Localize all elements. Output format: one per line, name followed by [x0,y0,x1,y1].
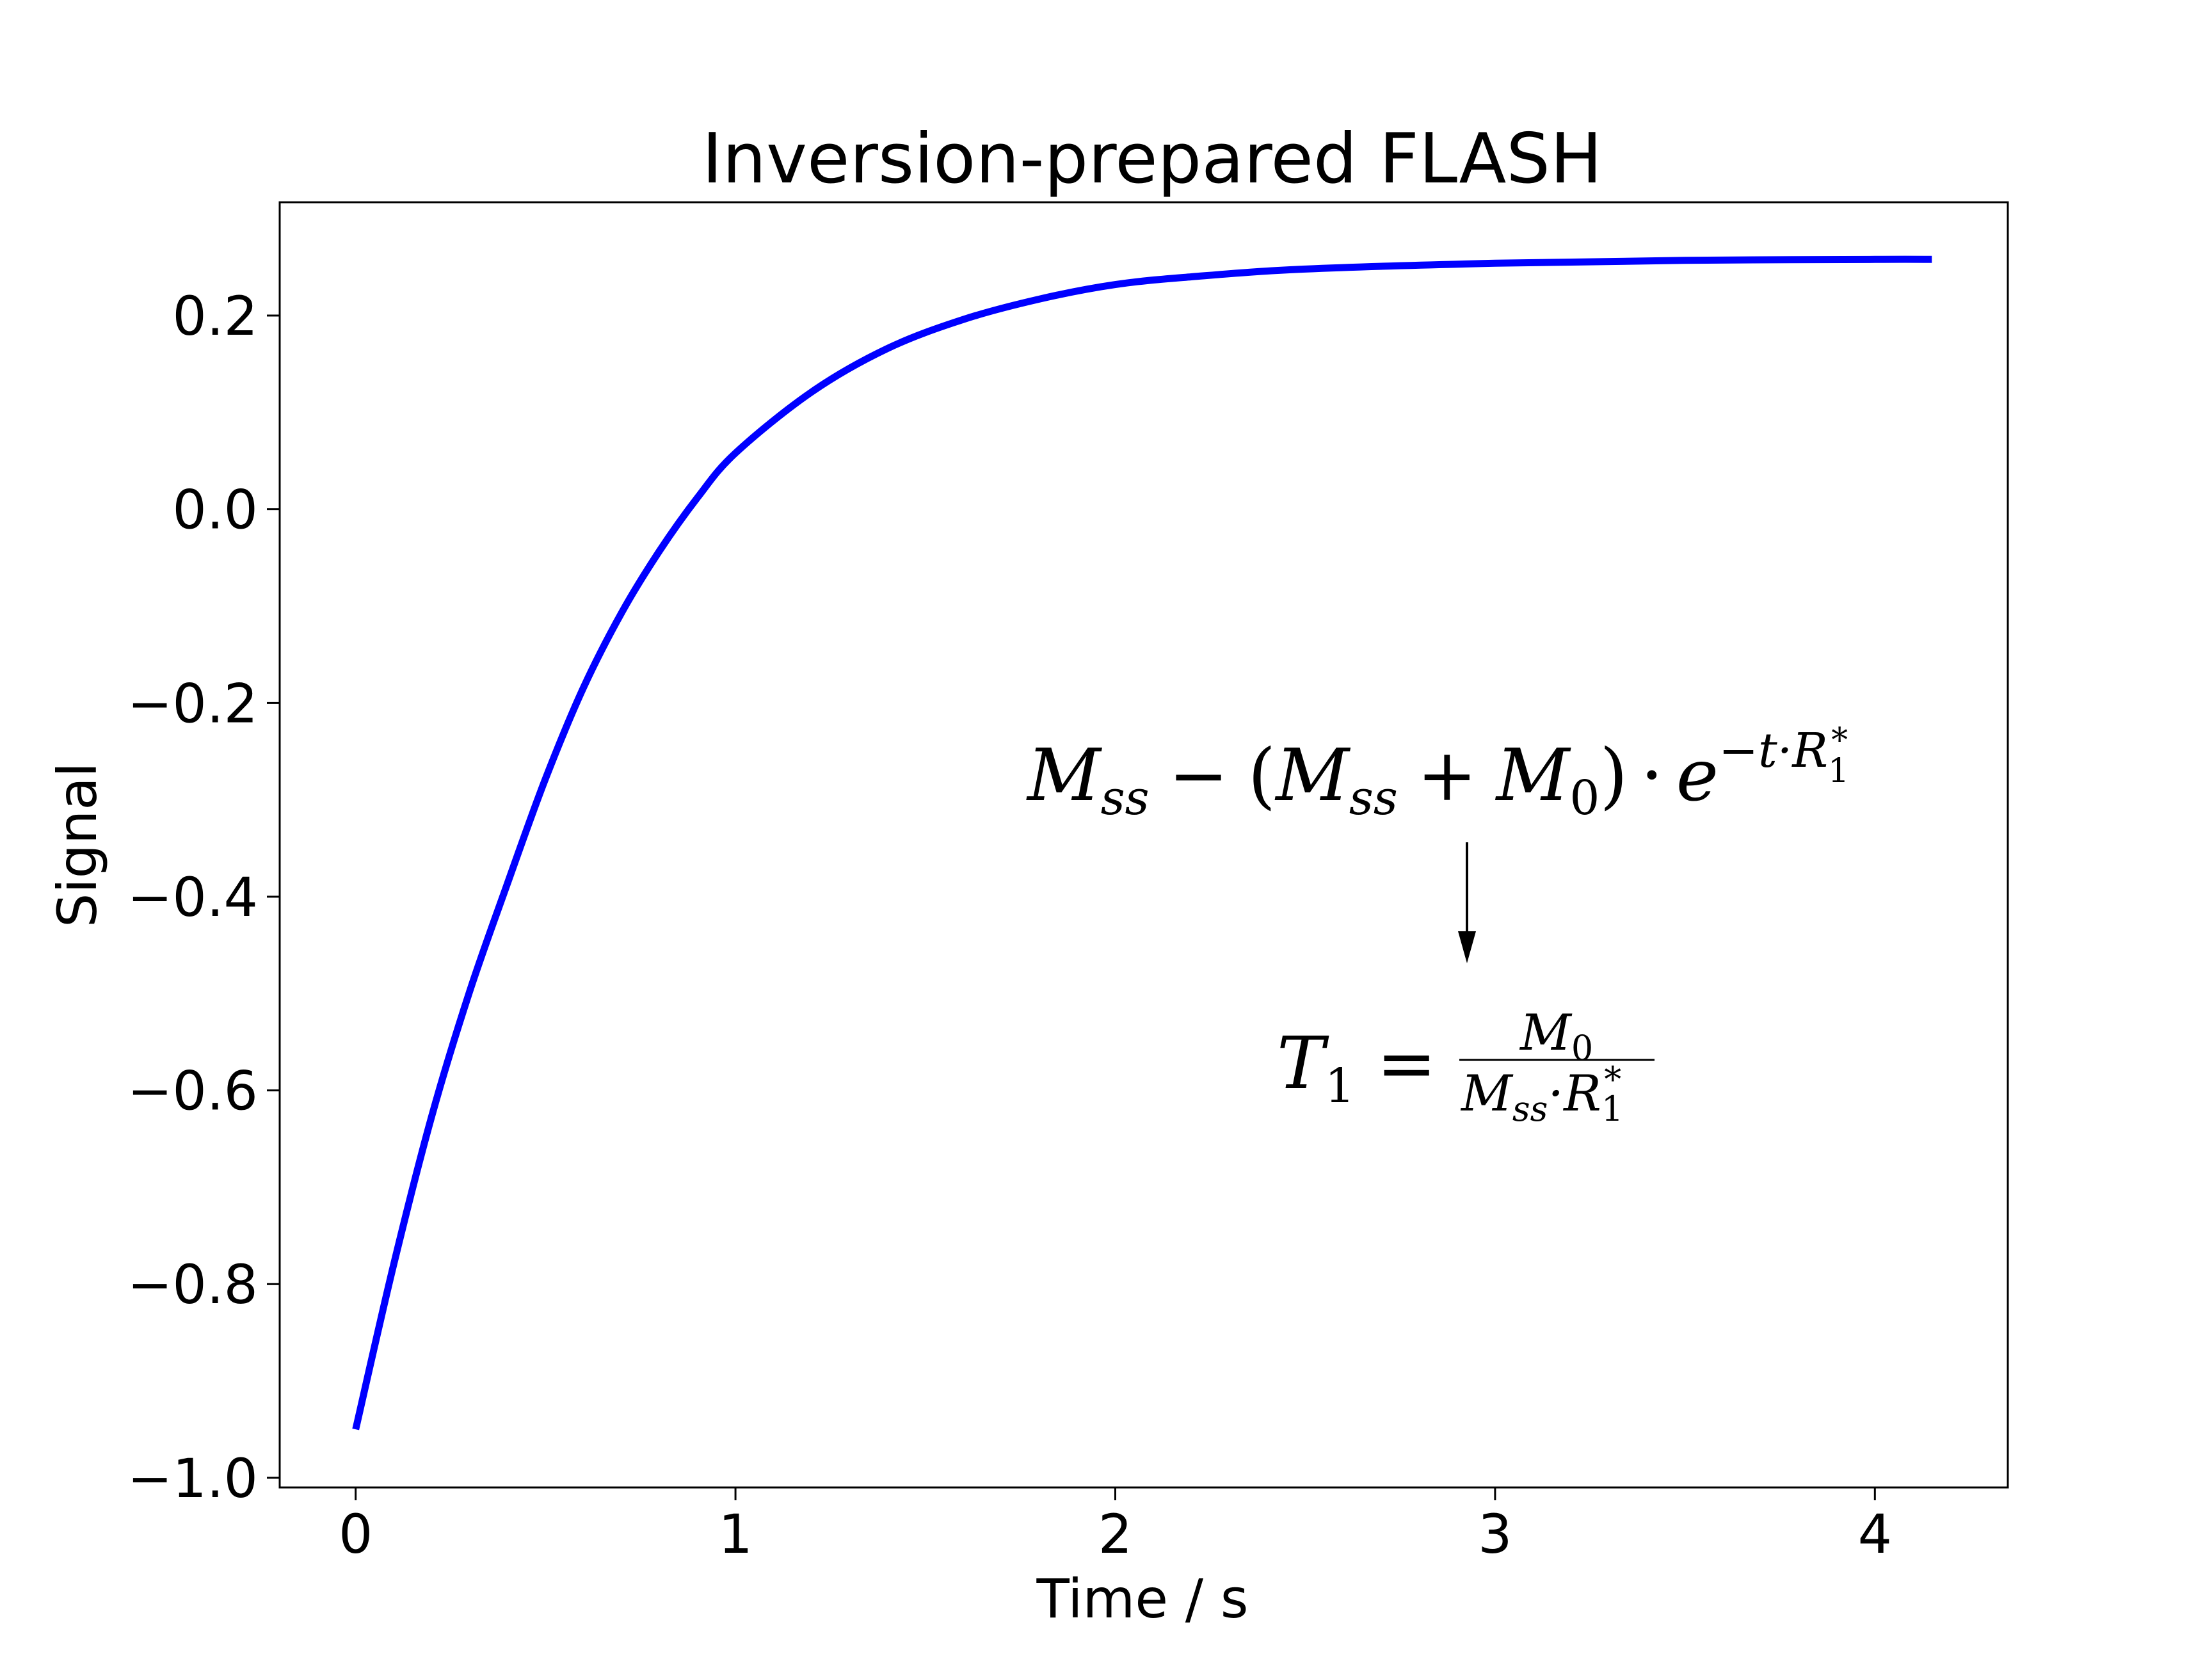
formula-t1-num-m: M [1519,1004,1573,1062]
formula-t1-num-sub: 0 [1571,1028,1593,1068]
svg-text:Mss−(Mss+M0)·e−t·R1*: Mss − (Mss + M0) · e−t·R1* [1026,721,1849,826]
formula-main: Mss − (Mss + M0) · e−t·R1* [1026,721,1849,826]
y-axis-label: Signal [46,762,109,927]
series-line [352,255,1932,1431]
formula-exp-sup: * [1831,721,1848,760]
formula-rparen: ) [1599,734,1628,817]
y-tick-label: −0.4 [127,866,258,929]
y-tick-label: −0.2 [127,672,258,735]
formula-cdot: · [1640,734,1663,817]
formula-t1-sub: 1 [1325,1059,1355,1114]
formula-minus: − [1169,734,1229,817]
y-tick-label: 0.0 [172,479,258,541]
svg-text:Mss·R1*: Mss·R1* [1460,1059,1623,1129]
formula-t1-den-sub: ss [1512,1089,1548,1129]
formula-ss2: ss [1349,771,1398,826]
x-tick-label: 2 [1098,1503,1132,1566]
svg-text:M0: M0 [1519,1004,1593,1068]
formula-plus: + [1417,734,1477,817]
x-tick-label: 4 [1858,1503,1892,1566]
y-axis-ticks: −1.0 −0.8 −0.6 −0.4 −0.2 0.0 0.2 [127,285,280,1510]
y-tick-label: −0.6 [127,1060,258,1123]
formula-exp: −t·R [1719,723,1828,778]
x-tick-label: 3 [1478,1503,1512,1566]
formula-t1-den-sup: * [1604,1059,1621,1100]
formula-e: e [1676,734,1719,817]
annotation-arrow [1458,842,1476,963]
plot-frame [278,201,2009,1489]
formula-t1-den-m: M [1460,1065,1514,1123]
formula-m0: M [1495,734,1571,817]
svg-text:T1=: T1 = [1277,1022,1437,1114]
formula-t1-den-dot: ·R [1548,1065,1601,1123]
chart-title: Inversion-prepared FLASH [702,119,1602,199]
formula-t1: T1 = M0 Mss·R1* [1277,1004,1655,1129]
x-tick-label: 0 [339,1503,373,1566]
formula-t1-equals: = [1377,1022,1437,1105]
x-tick-label: 1 [718,1503,752,1566]
formula-m: M [1026,734,1102,817]
formula-lparen: ( [1247,734,1276,817]
y-tick-label: −0.8 [127,1253,258,1316]
y-tick-label: 0.2 [172,285,258,348]
formula-m2: M [1274,734,1350,817]
formula-zero: 0 [1569,771,1599,826]
formula-t1-t: T [1277,1022,1329,1105]
formula-exp-sub: 1 [1828,752,1849,790]
x-axis-label: Time / s [1036,1567,1248,1630]
y-tick-label: −1.0 [127,1447,258,1510]
formula-ss: ss [1101,771,1150,826]
formula-t1-den-sub2: 1 [1601,1089,1623,1129]
x-axis-ticks: 0 1 2 3 4 [339,1487,1892,1566]
